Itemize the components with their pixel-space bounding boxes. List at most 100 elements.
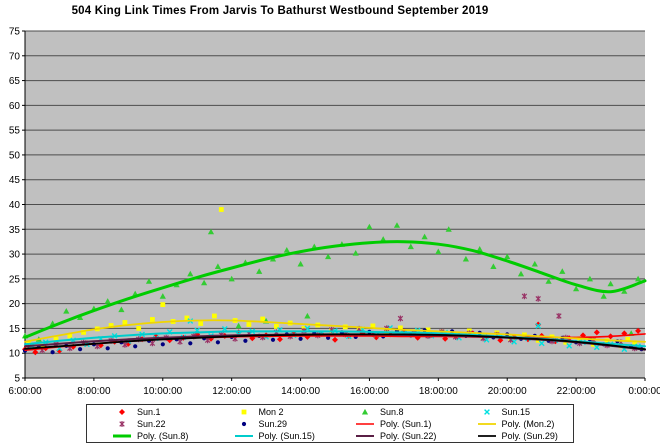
y-axis-tick-label: 65 [9,76,21,87]
legend-item: Poly. (Sun.1) [330,418,452,430]
triangle-marker-icon [393,222,401,228]
x-axis-tick-label: 22:00:00 [557,386,596,397]
square-marker-icon [39,343,45,349]
circle-marker-icon [78,347,83,352]
square-marker-icon [108,323,114,328]
legend-item: Poly. (Sun.15) [209,430,331,442]
circle-marker-icon [298,336,303,341]
x-axis-tick-label: 8:00:00 [77,386,111,397]
triangle-marker-icon [445,226,452,232]
legend-item: Sun.29 [209,418,331,430]
legend-star-marker-icon [119,420,125,427]
circle-marker-icon [188,341,193,346]
x-marker-icon [483,336,490,343]
y-axis-tick-label: 45 [9,175,21,186]
legend-line-swatch-icon [356,434,374,437]
triangle-marker-icon [235,322,242,329]
triangle-marker-icon [545,278,552,284]
star-marker-icon [119,420,125,427]
y-axis-tick-label: 55 [9,126,21,137]
legend-item-label: Sun.8 [380,406,404,417]
triangle-marker-icon [600,293,607,299]
diamond-marker-icon [593,329,600,336]
circle-marker-icon [105,346,110,351]
legend-line-swatch-icon [356,422,374,425]
y-axis-tick-label: 35 [9,225,21,236]
triangle-marker-icon [207,228,215,235]
square-marker-icon [625,336,631,342]
legend-item-label: Poly. (Sun.29) [501,430,558,441]
triangle-marker-icon [159,293,166,299]
legend-item-label: Poly. (Mon.2) [501,418,555,429]
y-axis-tick-label: 10 [9,349,21,360]
triangle-marker-icon [435,248,442,255]
square-marker-icon [150,317,155,322]
triangle-marker-icon [361,408,369,414]
triangle-marker-icon [607,280,614,287]
legend-line-swatch-icon [113,434,131,437]
circle-marker-icon [215,340,220,345]
legend-item-label: Sun.22 [137,418,166,429]
legend-item-label: Poly. (Sun.15) [258,430,315,441]
legend-circle-marker-icon [241,421,246,426]
x-axis-tick-label: 0:00:00 [628,386,660,397]
x-axis-tick-label: 16:00:00 [350,386,389,397]
y-axis-labels: 5 10 15 20 25 30 35 40 45 50 55 60 65 70 75 [9,27,25,385]
x-marker-icon [483,408,490,415]
legend-item: Poly. (Sun.22) [330,430,452,442]
legend-square-marker-icon [241,409,246,414]
y-axis-tick-label: 40 [9,200,21,211]
y-axis-tick-label: 30 [9,250,21,261]
circle-marker-icon [133,344,138,349]
legend-item: Poly. (Mon.2) [452,418,574,430]
triangle-marker-icon [462,255,469,262]
x-marker-icon [511,338,517,345]
y-axis-tick-label: 25 [9,274,21,285]
diamond-marker-icon [119,408,125,415]
y-axis-tick-label: 15 [9,324,21,335]
circle-marker-icon [160,342,165,347]
y-axis-tick-label: 20 [9,299,21,310]
diamond-marker-icon [535,321,542,328]
star-marker-icon [149,340,156,347]
square-marker-icon [136,326,142,331]
x-axis-labels: 6:00:00 8:00:00 10:00:00 12:00:00 14:00:00 16… [8,378,660,397]
diamond-marker-icon [276,336,283,343]
y-axis-tick-label: 60 [9,101,21,112]
triangle-marker-icon [325,253,332,260]
legend-item-label: Sun.1 [137,406,161,417]
triangle-marker-icon [635,275,642,282]
star-marker-icon [397,315,404,322]
diamond-marker-icon [635,327,642,334]
circle-marker-icon [50,350,55,355]
square-marker-icon [53,336,59,342]
diamond-marker-icon [442,335,449,342]
triangle-marker-icon [476,246,483,252]
square-marker-icon [122,320,128,325]
triangle-marker-icon [490,263,497,269]
triangle-marker-icon [352,250,359,256]
square-marker-icon [425,327,431,333]
triangle-marker-icon [366,223,373,230]
legend-item: Sun.15 [452,406,574,418]
circle-marker-icon [241,421,246,426]
triangle-marker-icon [586,275,593,282]
star-marker-icon [521,293,528,300]
x-marker-icon [593,344,600,351]
legend-item-label: Sun.29 [258,418,288,429]
x-axis-tick-label: 14:00:00 [281,386,320,397]
star-marker-icon [556,313,562,319]
square-marker-icon [67,333,73,339]
triangle-marker-icon [380,236,387,242]
x-marker-icon [535,323,542,329]
y-axis-tick-label: 50 [9,150,21,161]
square-marker-icon [81,330,86,335]
x-marker-icon [221,326,228,332]
triangle-marker-icon [228,275,235,282]
y-axis-tick-label: 5 [14,374,20,385]
trendline-poly.-(mon.2) [24,319,646,343]
x-axis-tick-label: 18:00:00 [419,386,458,397]
triangle-marker-icon [187,270,194,277]
square-marker-icon [184,315,190,321]
square-marker-icon [632,340,638,346]
